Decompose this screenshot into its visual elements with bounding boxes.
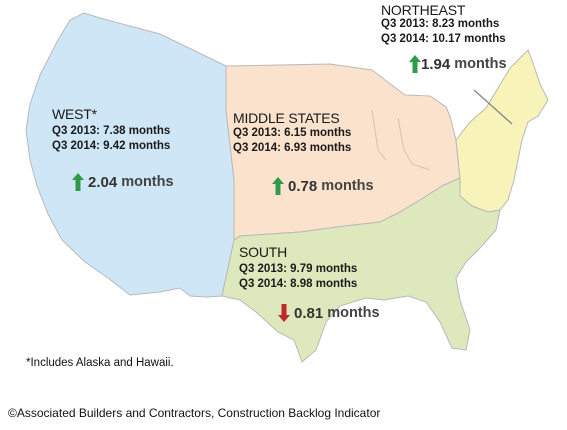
down-arrow-icon bbox=[278, 304, 290, 322]
middle-q3-2014: Q3 2014: 6.93 months bbox=[233, 142, 352, 154]
south-change-value: 0.81 bbox=[294, 304, 324, 322]
south-region-name: SOUTH bbox=[239, 244, 288, 260]
northeast-leader-line bbox=[473, 89, 513, 125]
great-lakes-outline bbox=[371, 109, 431, 171]
south-change: 0.81 months bbox=[278, 304, 380, 322]
south-change-unit: months bbox=[327, 305, 380, 321]
region-west bbox=[25, 12, 235, 298]
region-northeast bbox=[455, 49, 549, 213]
middle-q3-2013: Q3 2013: 6.15 months bbox=[233, 127, 352, 139]
up-arrow-icon bbox=[409, 55, 421, 73]
credit-line: ©Associated Builders and Contractors, Co… bbox=[8, 406, 381, 420]
south-q3-2013: Q3 2013: 9.79 months bbox=[239, 263, 358, 275]
up-arrow-icon bbox=[72, 173, 84, 191]
middle-change-unit: months bbox=[321, 178, 374, 194]
middle-change: 0.78 months bbox=[272, 177, 374, 195]
region-south bbox=[221, 177, 501, 363]
west-q3-2014: Q3 2014: 9.42 months bbox=[52, 140, 171, 152]
up-arrow-icon bbox=[272, 177, 284, 195]
northeast-change: 1.94 months bbox=[409, 55, 507, 73]
northeast-change-unit: months bbox=[454, 56, 507, 72]
footnote: *Includes Alaska and Hawaii. bbox=[26, 357, 174, 369]
middle-change-value: 0.78 bbox=[288, 177, 318, 195]
west-change-value: 2.04 bbox=[88, 173, 118, 191]
south-q3-2014: Q3 2014: 8.98 months bbox=[239, 278, 358, 290]
northeast-q3-2014: Q3 2014: 10.17 months bbox=[381, 33, 506, 45]
northeast-q3-2013: Q3 2013: 8.23 months bbox=[381, 18, 500, 30]
northeast-change-value: 1.94 bbox=[421, 55, 451, 73]
middle-region-name: MIDDLE STATES bbox=[233, 110, 340, 126]
west-q3-2013: Q3 2013: 7.38 months bbox=[52, 125, 171, 137]
west-change-unit: months bbox=[121, 174, 174, 190]
west-change: 2.04 months bbox=[72, 173, 174, 191]
northeast-region-name: NORTHEAST bbox=[381, 2, 466, 18]
west-region-name: WEST* bbox=[52, 106, 97, 122]
